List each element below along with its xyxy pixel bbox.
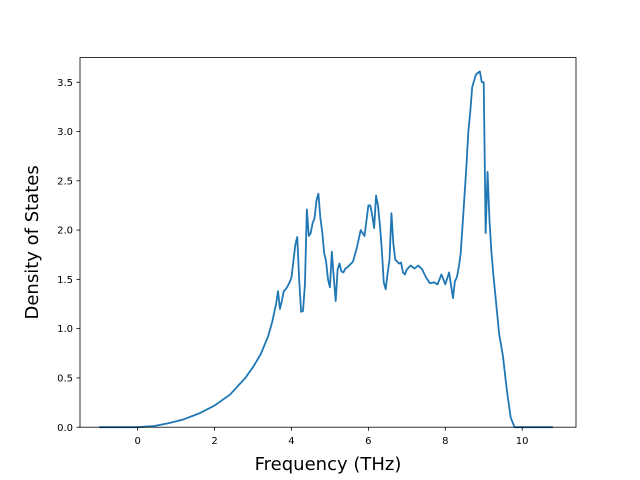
y-tick-label: 0.0 xyxy=(57,423,73,434)
plot-content xyxy=(99,70,553,429)
y-tick-label: 0.5 xyxy=(57,374,73,385)
x-tick-label: 0 xyxy=(134,436,140,447)
x-tick-label: 6 xyxy=(365,436,371,447)
y-ticks: 0.0 0.5 1.0 1.5 2.0 2.5 3.0 3.5 xyxy=(57,78,80,434)
x-tick-label: 10 xyxy=(516,436,529,447)
x-tick-label: 2 xyxy=(211,436,217,447)
dos-line xyxy=(99,70,553,429)
y-tick-label: 3.0 xyxy=(57,127,73,138)
x-axis-label: Frequency (THz) xyxy=(255,454,402,475)
x-tick-label: 8 xyxy=(442,436,448,447)
y-tick-label: 3.5 xyxy=(57,78,73,89)
y-tick-label: 1.0 xyxy=(57,324,73,335)
x-ticks: 0 2 4 6 8 10 xyxy=(134,427,529,447)
plot-frame xyxy=(79,57,577,428)
y-axis-label: Density of States xyxy=(22,165,43,319)
y-tick-label: 2.0 xyxy=(57,226,73,237)
y-tick-label: 2.5 xyxy=(57,176,73,187)
x-tick-label: 4 xyxy=(288,436,294,447)
y-tick-label: 1.5 xyxy=(57,275,73,286)
